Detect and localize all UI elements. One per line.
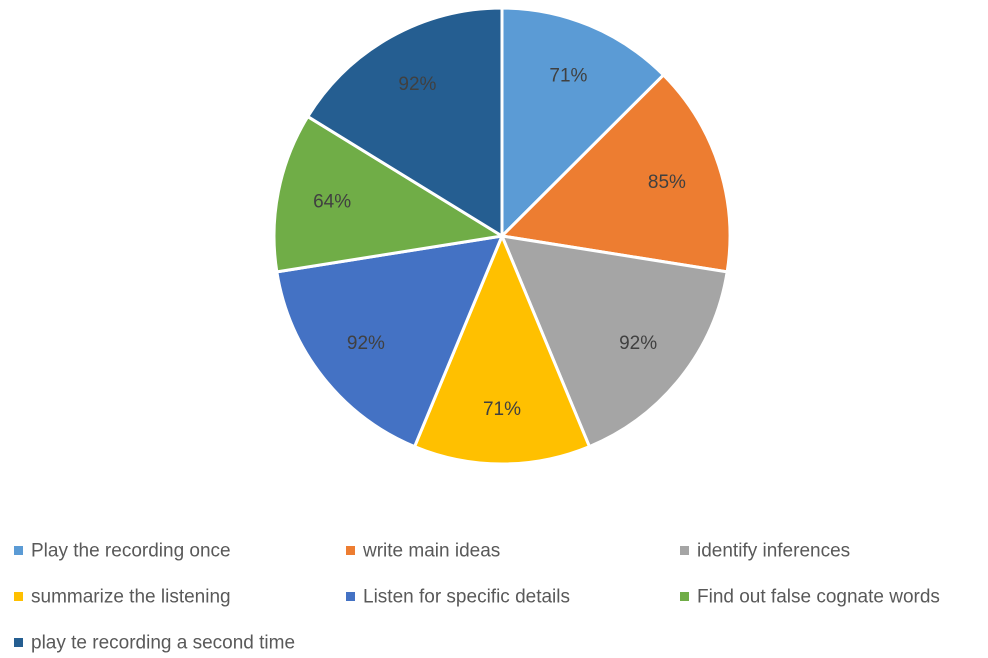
- legend-item-summarize-the-listening: summarize the listening: [14, 587, 231, 608]
- legend-label: Listen for specific details: [363, 587, 570, 608]
- legend: Play the recording once write main ideas i…: [14, 541, 940, 654]
- legend-swatch: [346, 546, 355, 555]
- legend-label: summarize the listening: [31, 587, 231, 608]
- data-label-find-out-false-cognate-words: 64%: [313, 192, 351, 213]
- legend-item-write-main-ideas: write main ideas: [346, 541, 500, 562]
- legend-swatch: [346, 592, 355, 601]
- pie-slice-write-main-ideas: [500, 73, 732, 274]
- legend-swatch: [14, 546, 23, 555]
- legend-label: play te recording a second time: [31, 633, 295, 654]
- data-label-summarize-the-listening: 71%: [483, 399, 521, 420]
- legend-label: identify inferences: [697, 541, 850, 562]
- pie-slice-play-te-recording-a-second-time: [306, 6, 504, 238]
- legend-item-identify-inferences: identify inferences: [680, 541, 850, 562]
- legend-item-listen-for-specific-details: Listen for specific details: [346, 587, 570, 608]
- legend-swatch: [680, 546, 689, 555]
- data-label-write-main-ideas: 85%: [648, 172, 686, 193]
- pie-slice-identify-inferences: [500, 234, 729, 449]
- legend-swatch: [14, 592, 23, 601]
- legend-swatch: [14, 638, 23, 647]
- legend-item-play-the-recording-once: Play the recording once: [14, 541, 231, 562]
- data-label-play-the-recording-once: 71%: [549, 66, 587, 87]
- legend-item-find-out-false-cognate-words: Find out false cognate words: [680, 587, 940, 608]
- legend-item-play-te-recording-a-second-time: play te recording a second time: [14, 633, 295, 654]
- pie-slice-listen-for-specific-details: [275, 234, 504, 449]
- data-label-play-te-recording-a-second-time: 92%: [398, 74, 436, 95]
- legend-label: write main ideas: [362, 541, 500, 562]
- legend-label: Play the recording once: [31, 541, 231, 562]
- data-label-identify-inferences: 92%: [619, 333, 657, 354]
- pie-slices: [272, 6, 732, 466]
- pie-slice-summarize-the-listening: [413, 234, 591, 466]
- data-label-listen-for-specific-details: 92%: [347, 333, 385, 354]
- pie-slice-play-the-recording-once: [500, 6, 665, 238]
- pie-slice-find-out-false-cognate-words: [272, 115, 504, 274]
- legend-label: Find out false cognate words: [697, 587, 940, 608]
- pie-data-labels: 71% 85% 92% 71% 92% 64% 92%: [313, 66, 686, 420]
- legend-swatch: [680, 592, 689, 601]
